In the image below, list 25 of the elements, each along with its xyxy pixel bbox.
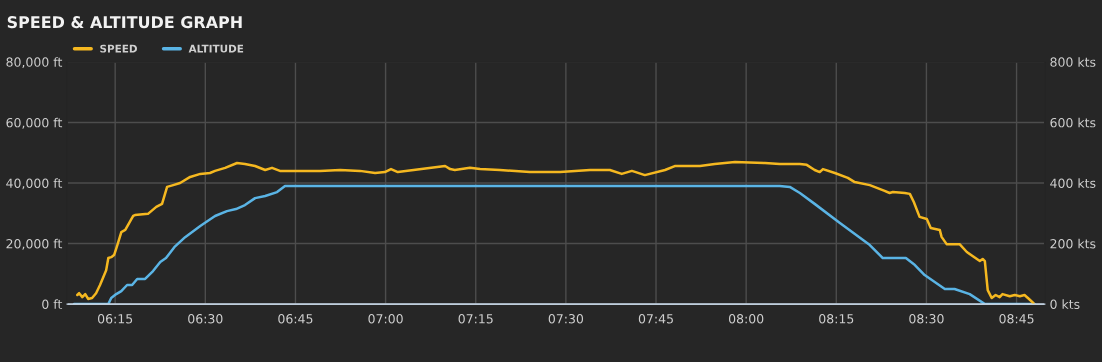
x-tick-label: 08:15 — [819, 314, 854, 324]
x-tick-label: 08:30 — [909, 314, 944, 324]
x-tick-label: 08:00 — [728, 314, 764, 324]
y2-tick-label: 200 kts — [1050, 238, 1096, 249]
y-tick-label: 40,000 ft — [6, 178, 63, 190]
y2-tick-label: 400 kts — [1050, 178, 1096, 188]
x-tick-label: 06:30 — [188, 314, 223, 324]
y2-tick-label: 0 kts — [1050, 299, 1080, 310]
x-tick-label: 07:15 — [458, 314, 493, 324]
y-tick-label: 80,000 ft — [6, 57, 63, 69]
y-tick-label: 60,000 ft — [6, 117, 63, 129]
x-tick-label: 08:45 — [999, 314, 1034, 324]
x-tick-label: 06:15 — [97, 314, 133, 324]
x-tick-label: 06:45 — [278, 314, 313, 324]
y-tick-label: 0 ft — [42, 299, 63, 310]
line-series — [76, 160, 1035, 305]
x-tick-label: 07:45 — [638, 314, 673, 324]
x-tick-label: 07:00 — [368, 314, 403, 324]
x-tick-label: 07:30 — [548, 314, 584, 324]
legend-label: SPEED — [100, 44, 137, 53]
chart-title: SPEED & ALTITUDE GRAPH — [7, 16, 242, 29]
y2-tick-label: 800 kts — [1050, 57, 1096, 67]
legend-label: ALTITUDE — [188, 44, 244, 53]
y-tick-label: 20,000 ft — [6, 238, 63, 250]
y2-tick-label: 600 kts — [1050, 117, 1096, 128]
